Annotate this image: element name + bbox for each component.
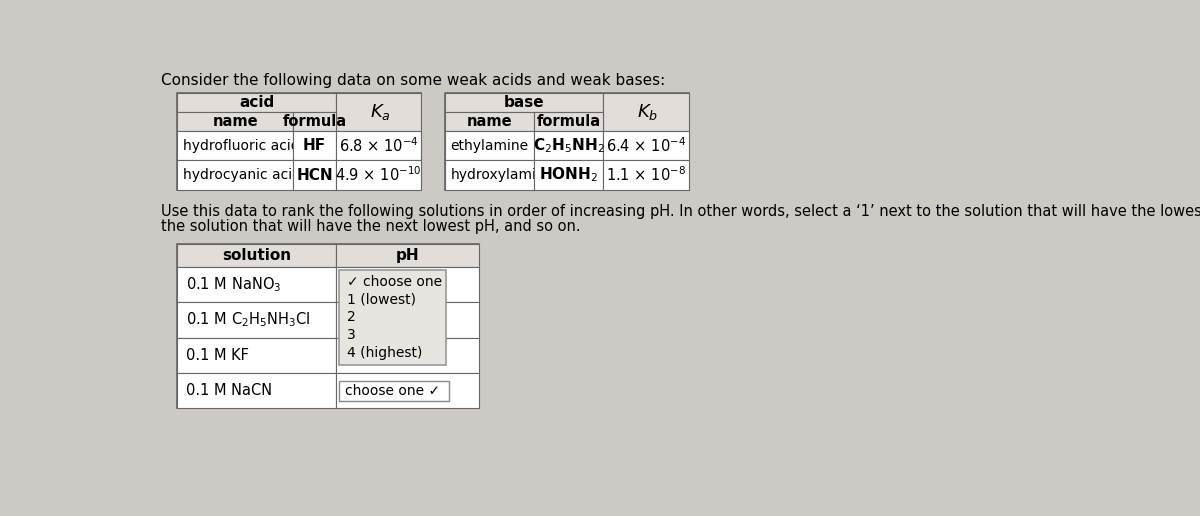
Text: name: name	[212, 114, 258, 129]
Text: $K_b$: $K_b$	[637, 102, 658, 122]
Text: pH: pH	[396, 248, 420, 263]
Text: 0.1 M C$_2$H$_5$NH$_3$Cl: 0.1 M C$_2$H$_5$NH$_3$Cl	[186, 311, 311, 329]
Bar	[178, 244, 479, 409]
Bar	[336, 373, 479, 409]
Text: hydroxylamine: hydroxylamine	[451, 168, 554, 182]
Bar	[178, 112, 293, 131]
Bar	[444, 93, 689, 190]
Text: choose one ✓: choose one ✓	[346, 384, 440, 398]
Text: 1.1 × 10$^{-8}$: 1.1 × 10$^{-8}$	[606, 166, 686, 184]
Text: acid: acid	[239, 95, 274, 110]
Bar	[336, 337, 479, 373]
Bar	[340, 381, 449, 401]
Text: base: base	[504, 95, 545, 110]
Bar	[178, 131, 293, 160]
Text: Use this data to rank the following solutions in order of increasing pH. In othe: Use this data to rank the following solu…	[161, 204, 1200, 219]
Text: 0.1 M NaCN: 0.1 M NaCN	[186, 383, 272, 398]
Bar	[178, 244, 336, 267]
Bar	[178, 337, 336, 373]
Text: 4 (highest): 4 (highest)	[347, 346, 422, 360]
Text: ✓ choose one: ✓ choose one	[347, 275, 442, 289]
Text: HCN: HCN	[296, 168, 334, 183]
Text: hydrofluoric acid: hydrofluoric acid	[184, 139, 300, 153]
Bar	[178, 160, 293, 190]
Text: $K_a$: $K_a$	[370, 102, 390, 122]
Bar	[604, 93, 689, 131]
Text: 0.1 M NaNO$_3$: 0.1 M NaNO$_3$	[186, 275, 282, 294]
Bar	[336, 131, 421, 160]
Bar	[178, 93, 421, 190]
Bar	[604, 160, 689, 190]
Bar	[293, 131, 336, 160]
Text: 6.4 × 10$^{-4}$: 6.4 × 10$^{-4}$	[606, 137, 686, 155]
Bar	[340, 270, 446, 364]
Text: 1 (lowest): 1 (lowest)	[347, 293, 416, 307]
Text: Consider the following data on some weak acids and weak bases:: Consider the following data on some weak…	[161, 73, 665, 88]
Text: formula: formula	[536, 114, 600, 129]
Text: 4.9 × 10$^{-10}$: 4.9 × 10$^{-10}$	[336, 166, 422, 184]
Text: ethylamine: ethylamine	[451, 139, 529, 153]
Bar	[178, 373, 336, 409]
Bar	[293, 112, 336, 131]
Bar	[336, 244, 479, 267]
Bar	[336, 93, 421, 131]
Bar	[178, 302, 336, 337]
Text: name: name	[467, 114, 512, 129]
Bar	[534, 112, 604, 131]
Text: HONH$_2$: HONH$_2$	[539, 166, 598, 184]
Bar	[293, 160, 336, 190]
Bar	[604, 131, 689, 160]
Bar	[444, 93, 604, 112]
Text: formula: formula	[283, 114, 347, 129]
Text: 2: 2	[347, 310, 355, 324]
Text: 0.1 M KF: 0.1 M KF	[186, 348, 250, 363]
Bar	[534, 131, 604, 160]
Text: 6.8 × 10$^{-4}$: 6.8 × 10$^{-4}$	[338, 137, 419, 155]
Text: 3: 3	[347, 328, 355, 342]
Text: the solution that will have the next lowest pH, and so on.: the solution that will have the next low…	[161, 219, 581, 234]
Text: C$_2$H$_5$NH$_2$: C$_2$H$_5$NH$_2$	[533, 137, 605, 155]
Bar	[534, 160, 604, 190]
Text: hydrocyanic acid: hydrocyanic acid	[184, 168, 301, 182]
Text: solution: solution	[222, 248, 292, 263]
Bar	[444, 160, 534, 190]
Bar	[336, 160, 421, 190]
Bar	[336, 302, 479, 337]
Bar	[444, 112, 534, 131]
Bar	[444, 131, 534, 160]
Bar	[178, 267, 336, 302]
Bar	[178, 93, 336, 112]
Bar	[336, 267, 479, 302]
Text: HF: HF	[304, 138, 326, 153]
